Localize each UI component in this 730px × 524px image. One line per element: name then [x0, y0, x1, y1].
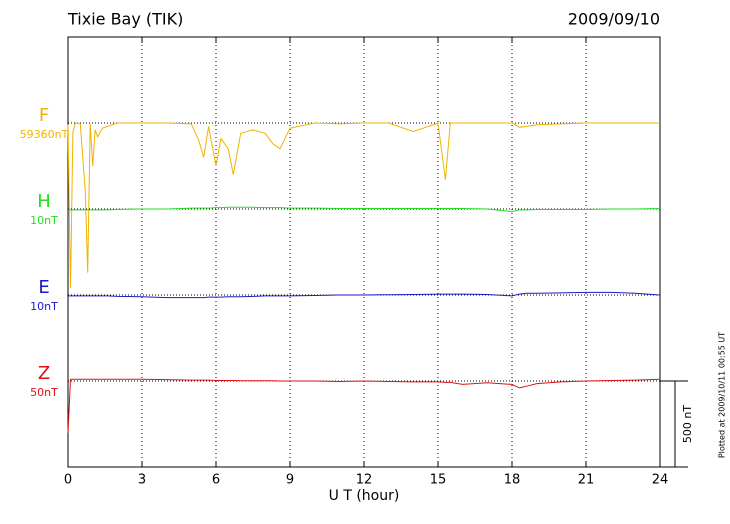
- series-baseline: 10nT: [30, 300, 58, 313]
- series-name: Z: [38, 363, 50, 384]
- scale-bar-label: 500 nT: [681, 405, 694, 443]
- x-axis-label: U T (hour): [329, 488, 400, 504]
- x-tick-label: 18: [504, 473, 521, 488]
- series-line: [68, 206, 661, 213]
- series-line: [67, 378, 661, 433]
- series-baseline: 50nT: [30, 386, 58, 399]
- x-tick-label: 6: [212, 473, 220, 488]
- x-tick-label: 12: [356, 473, 373, 488]
- chart-date: 2009/09/10: [568, 10, 660, 29]
- series-name: F: [39, 105, 49, 126]
- plot-note: Plotted at 2009/10/11 00:55 UT: [718, 332, 727, 458]
- series-baseline: 59360nT: [20, 128, 69, 141]
- x-tick-label: 3: [138, 473, 146, 488]
- x-tick-label: 9: [286, 473, 294, 488]
- series-line: [67, 122, 660, 289]
- series-baseline: 10nT: [30, 214, 58, 227]
- x-tick-label: 0: [64, 473, 72, 488]
- x-tick-label: 15: [430, 473, 447, 488]
- series-name: E: [38, 277, 49, 298]
- series-line: [68, 291, 661, 299]
- chart-title: Tixie Bay (TIK): [67, 10, 183, 29]
- x-tick-label: 24: [652, 473, 669, 488]
- series-name: H: [37, 191, 51, 212]
- x-tick-label: 21: [578, 473, 595, 488]
